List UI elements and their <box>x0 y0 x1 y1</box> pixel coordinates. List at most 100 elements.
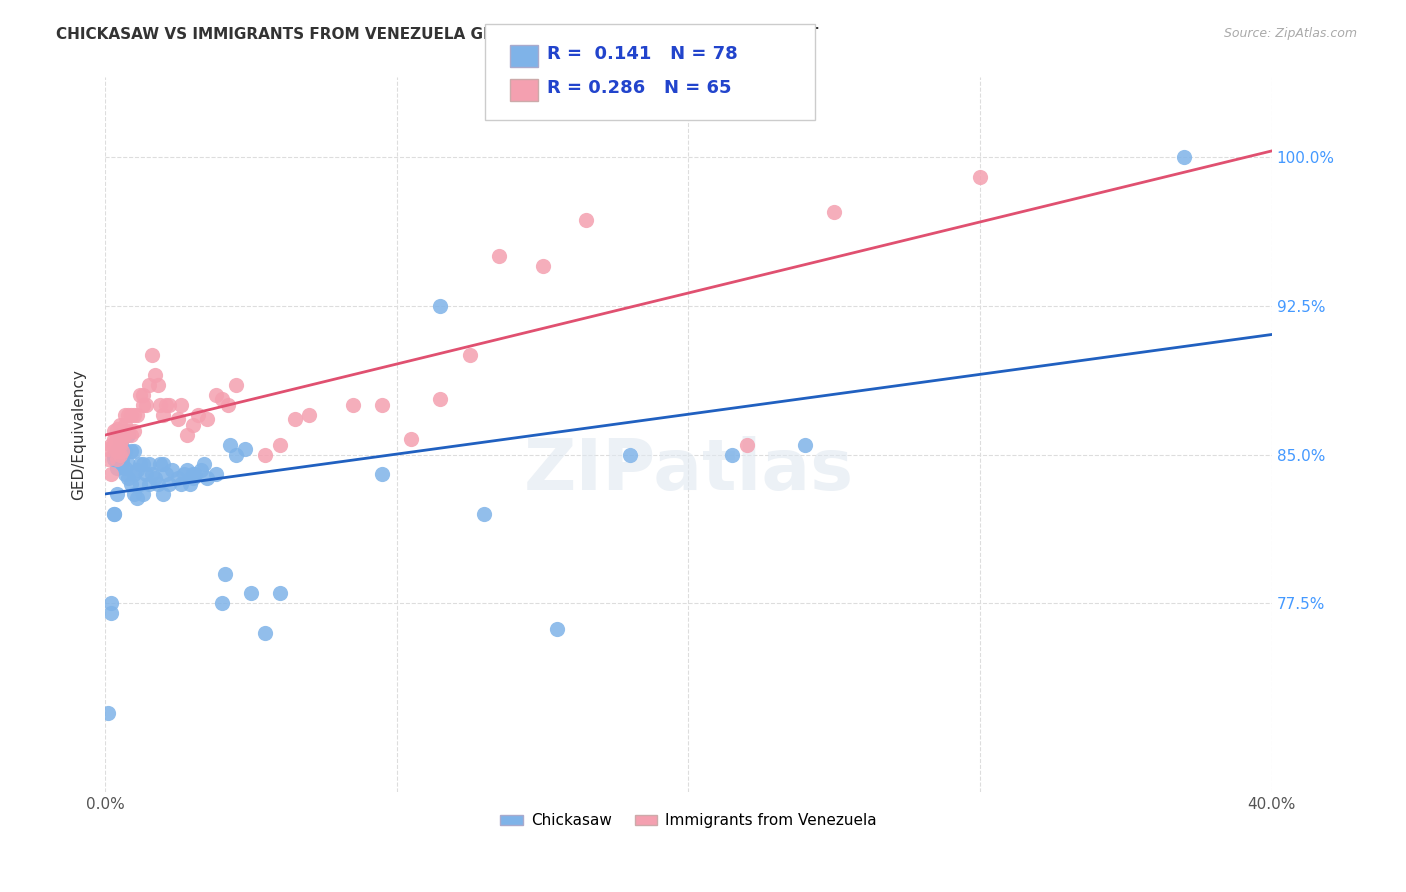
Point <box>129 477 152 491</box>
Point <box>117 471 139 485</box>
Point <box>254 626 277 640</box>
Point <box>170 398 193 412</box>
Point <box>111 451 134 466</box>
Point <box>132 398 155 412</box>
Point <box>371 398 394 412</box>
Point <box>298 408 321 422</box>
Point <box>181 467 204 482</box>
Point <box>269 437 291 451</box>
Point <box>141 467 163 482</box>
Point <box>176 463 198 477</box>
Point <box>135 398 157 412</box>
Point <box>401 432 423 446</box>
Point <box>108 437 131 451</box>
Point <box>120 408 142 422</box>
Point <box>146 477 169 491</box>
Point <box>214 566 236 581</box>
Point <box>211 392 233 406</box>
Point <box>157 477 180 491</box>
Point <box>108 427 131 442</box>
Text: R =  0.141   N = 78: R = 0.141 N = 78 <box>547 45 738 63</box>
Point <box>152 487 174 501</box>
Point <box>111 432 134 446</box>
Point <box>108 437 131 451</box>
Point <box>155 467 177 482</box>
Point <box>575 213 598 227</box>
Point <box>155 398 177 412</box>
Point <box>794 437 817 451</box>
Point <box>120 477 142 491</box>
Point <box>160 463 183 477</box>
Point <box>103 507 125 521</box>
Point <box>122 443 145 458</box>
Point <box>170 477 193 491</box>
Point <box>167 412 190 426</box>
Point <box>122 487 145 501</box>
Point <box>105 443 128 458</box>
Point <box>108 417 131 432</box>
Point <box>132 458 155 472</box>
Point <box>143 471 166 485</box>
Point <box>108 451 131 466</box>
Point <box>179 477 201 491</box>
Point <box>721 448 744 462</box>
Point <box>103 451 125 466</box>
Point <box>125 463 148 477</box>
Point <box>371 467 394 482</box>
Point <box>429 299 451 313</box>
Point <box>103 432 125 446</box>
Point <box>173 467 195 482</box>
Point <box>187 408 209 422</box>
Point <box>969 169 991 184</box>
Point <box>217 398 239 412</box>
Point <box>111 440 134 454</box>
Point <box>138 458 160 472</box>
Point <box>103 437 125 451</box>
Point <box>1173 150 1195 164</box>
Legend: Chickasaw, Immigrants from Venezuela: Chickasaw, Immigrants from Venezuela <box>494 807 883 834</box>
Point <box>181 471 204 485</box>
Point <box>97 451 120 466</box>
Text: CHICKASAW VS IMMIGRANTS FROM VENEZUELA GED/EQUIVALENCY CORRELATION CHART: CHICKASAW VS IMMIGRANTS FROM VENEZUELA G… <box>56 27 818 42</box>
Point <box>219 437 242 451</box>
Point <box>735 437 758 451</box>
Point <box>143 368 166 383</box>
Point <box>125 408 148 422</box>
Point <box>546 622 568 636</box>
Point <box>146 378 169 392</box>
Point <box>100 467 122 482</box>
Text: Source: ZipAtlas.com: Source: ZipAtlas.com <box>1223 27 1357 40</box>
Point <box>239 586 262 600</box>
Point <box>132 487 155 501</box>
Point <box>117 458 139 472</box>
Point <box>157 398 180 412</box>
Point <box>103 424 125 438</box>
Point <box>108 448 131 462</box>
Point <box>138 378 160 392</box>
Point <box>429 392 451 406</box>
Point <box>195 471 218 485</box>
Point <box>205 467 228 482</box>
Point <box>152 408 174 422</box>
Point <box>181 417 204 432</box>
Point <box>458 348 481 362</box>
Point <box>111 443 134 458</box>
Point <box>114 417 136 432</box>
Point <box>100 596 122 610</box>
Point <box>531 259 554 273</box>
Point <box>472 507 495 521</box>
Point <box>149 398 172 412</box>
Point <box>100 437 122 451</box>
Point <box>105 487 128 501</box>
Point <box>190 463 212 477</box>
Point <box>129 388 152 402</box>
Point <box>342 398 364 412</box>
Point <box>233 442 256 456</box>
Point <box>108 443 131 458</box>
Point <box>122 408 145 422</box>
Point <box>122 467 145 482</box>
Point <box>117 427 139 442</box>
Point <box>120 443 142 458</box>
Point <box>149 458 172 472</box>
Point <box>114 427 136 442</box>
